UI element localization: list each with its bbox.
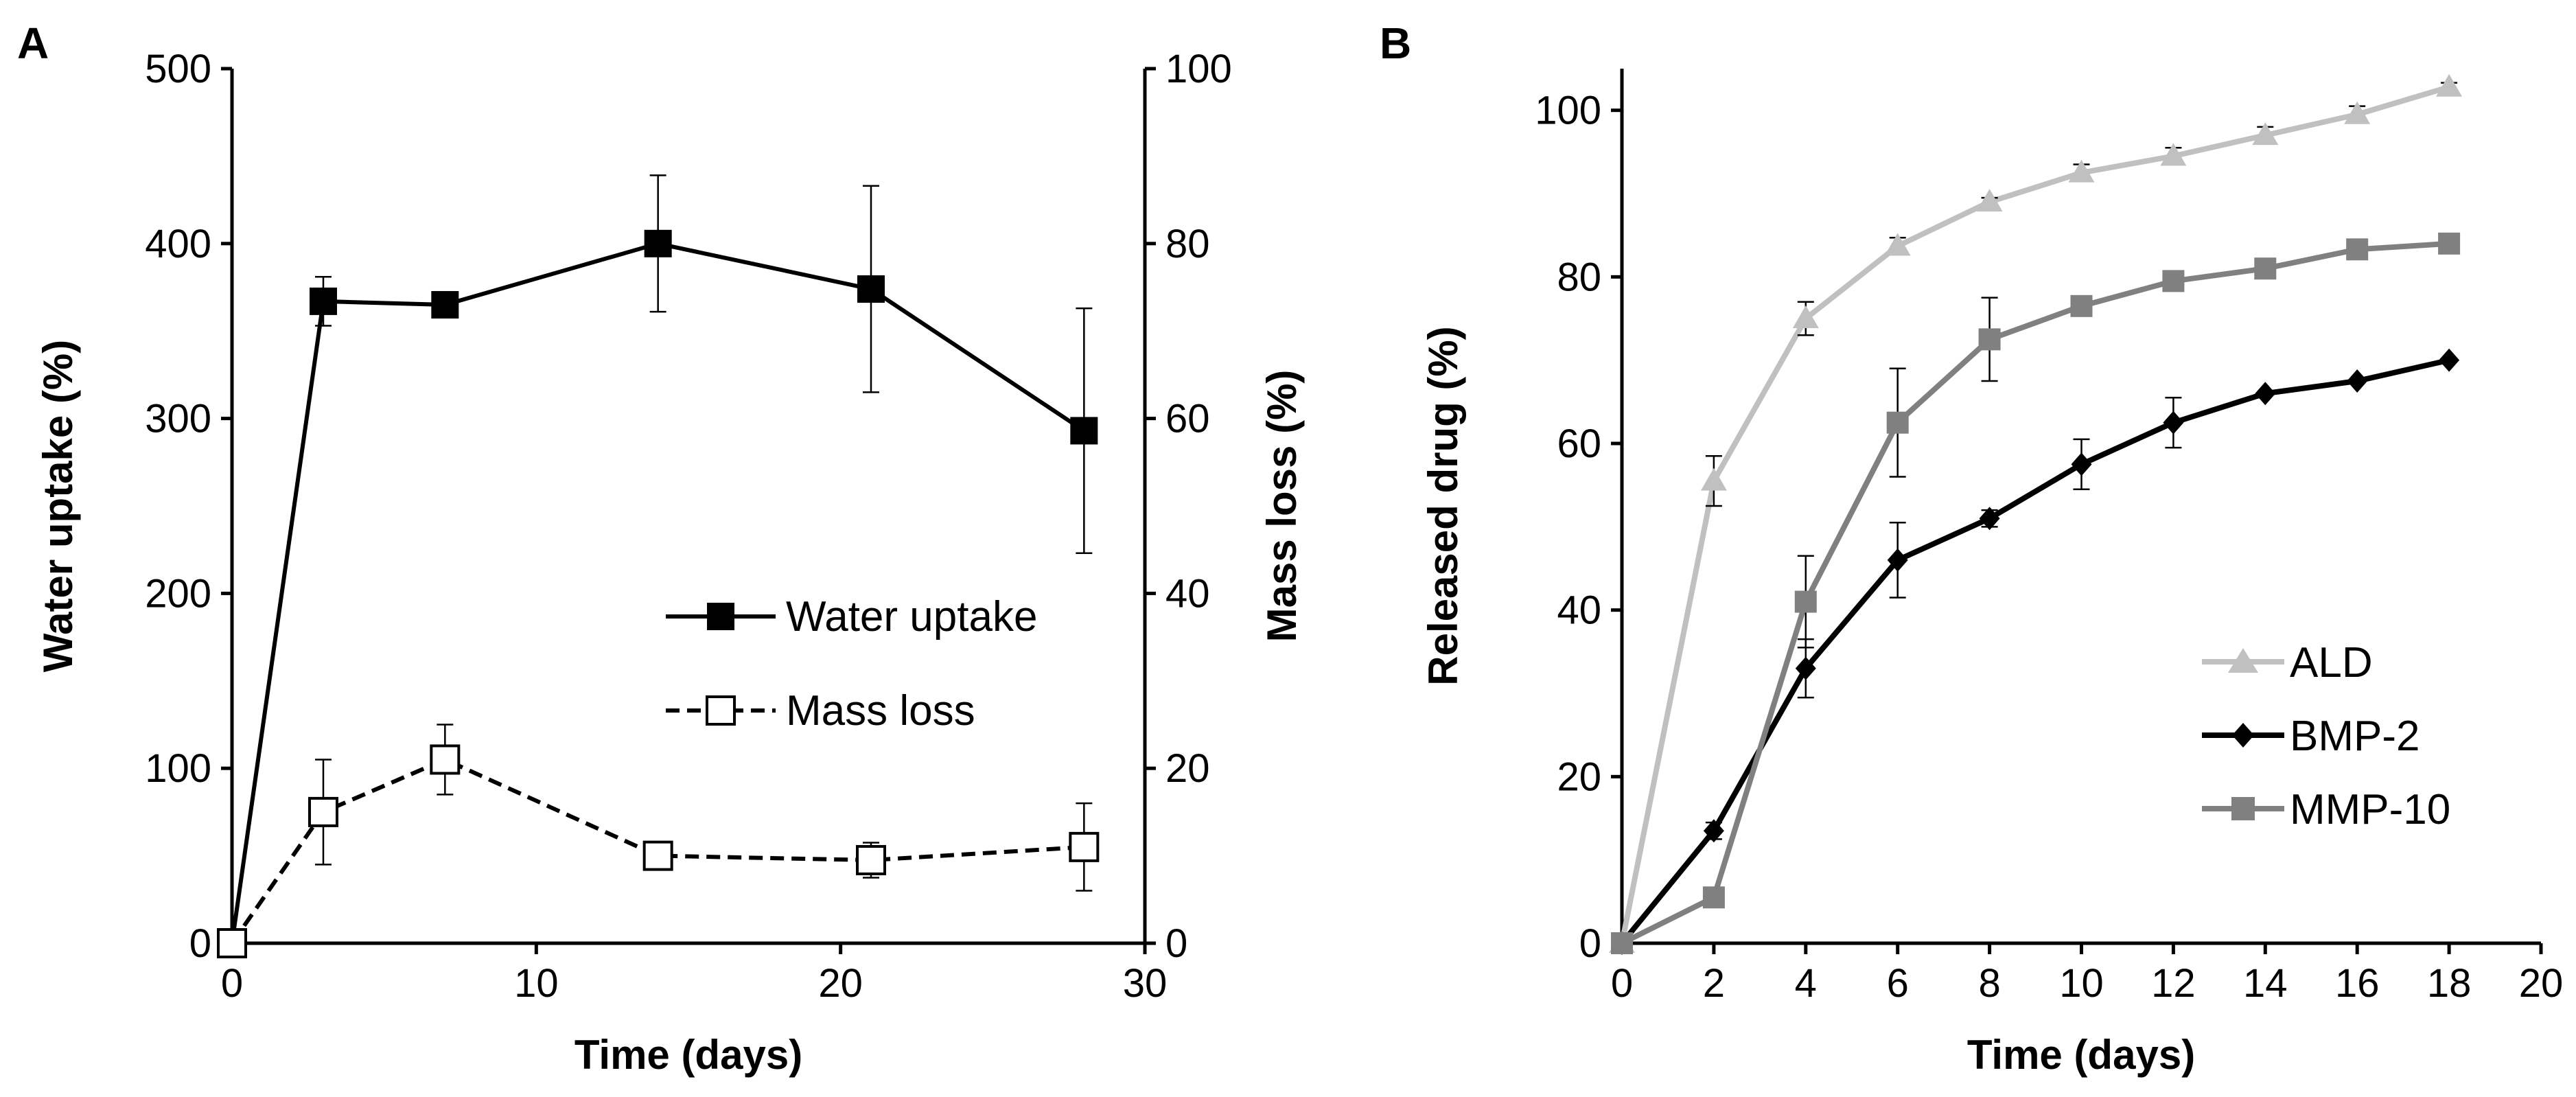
bmp-2-point — [1703, 819, 1724, 843]
panel-a-x-axis-label: Time (days) — [575, 1032, 802, 1078]
mass-loss-series-line — [230, 757, 1084, 945]
panel-b-x-tick-label: 14 — [2243, 961, 2288, 1006]
panel-a-y2-tick-label: 100 — [1165, 47, 1232, 91]
mmp-10-point — [1702, 886, 1725, 909]
panel-a-y2-tick-label: 80 — [1165, 222, 1210, 266]
panel-a-x-tick-label: 0 — [221, 961, 243, 1006]
panel-a-y2-tick-label: 40 — [1165, 571, 1210, 616]
panel-b-y-tick-label: 80 — [1557, 255, 1601, 299]
water-uptake-point — [1070, 417, 1098, 445]
panel-b-x-tick-label: 12 — [2151, 961, 2196, 1006]
panel-a-y2-axis-label: Mass loss (%) — [1259, 370, 1305, 643]
panel-a-y-tick-label: 500 — [145, 47, 211, 91]
ald-point — [2160, 143, 2187, 166]
legend-mmp10-marker — [2231, 797, 2255, 820]
panel-b-x-tick-label: 16 — [2335, 961, 2380, 1006]
panel-b-y-axis-label: Released drug (%) — [1420, 326, 1466, 685]
panel-b-letter: B — [1380, 19, 1411, 68]
legend-mmp10-label: MMP-10 — [2290, 786, 2450, 833]
panel-b-x-tick-label: 20 — [2519, 961, 2564, 1006]
panel-a-y-tick-label: 300 — [145, 397, 211, 441]
mmp-10-point — [1978, 328, 2001, 351]
mmp-10-point — [1886, 411, 1909, 434]
panel-a-x-tick-label: 30 — [1123, 961, 1168, 1006]
panel-b-chart: B Released drug (%) Time (days) 0 2 4 6 8 10 1… — [1380, 19, 2563, 1078]
legend-bmp2-marker — [2232, 723, 2254, 748]
mmp-10-point — [1794, 590, 1817, 613]
mmp-10-point — [2438, 232, 2461, 255]
bmp-2-point — [2163, 411, 2184, 435]
mass-loss-point — [308, 796, 338, 827]
legend-bmp2-label: BMP-2 — [2290, 713, 2420, 760]
legend-mass-loss-label: Mass loss — [786, 687, 975, 735]
mmp-10-point — [2070, 295, 2093, 317]
panel-a-y-tick-label: 200 — [145, 571, 211, 616]
ald-series-line — [1619, 84, 2450, 944]
bmp-2-point — [1887, 548, 1908, 572]
water-uptake-series-line — [230, 241, 1085, 944]
panel-b-x-tick-label: 8 — [1978, 961, 2000, 1006]
mmp-10-series-line — [1621, 240, 2450, 946]
panel-b-x-axis-label: Time (days) — [1967, 1032, 2195, 1078]
ald-point — [1700, 467, 1727, 491]
mmp-10-point — [2346, 238, 2369, 261]
bmp-2-point — [2255, 382, 2276, 406]
panel-b-y-tick-label: 0 — [1579, 921, 1601, 966]
panel-a-legend: Water uptake Mass loss — [666, 593, 1037, 735]
panel-b-x-tick-label: 18 — [2427, 961, 2472, 1006]
mmp-10-point — [2162, 270, 2185, 292]
panel-a-y2-tick-label: 60 — [1165, 397, 1210, 441]
bmp-2-point — [1979, 507, 2000, 531]
panel-b-x-tick-label: 4 — [1795, 961, 1817, 1006]
panel-b-legend: ALD BMP-2 MMP-10 — [2202, 639, 2450, 833]
ald-point — [1884, 233, 1911, 256]
bmp-2-point — [1795, 656, 1816, 680]
panel-b-y-tick-label: 60 — [1557, 422, 1601, 466]
legend-mass-loss-marker — [706, 695, 736, 726]
legend-water-uptake-label: Water uptake — [786, 593, 1037, 640]
mass-loss-point — [856, 844, 886, 875]
panel-b-y-tick-label: 20 — [1557, 754, 1601, 799]
panel-a-y-tick-label: 400 — [145, 222, 211, 266]
panel-a-x-tick-label: 20 — [818, 961, 863, 1006]
panel-a-y2-tick-label: 0 — [1165, 921, 1187, 966]
panel-a-y-axis-label: Water uptake (%) — [35, 340, 81, 673]
water-uptake-point — [644, 229, 672, 257]
ald-point — [1792, 305, 1819, 328]
mass-loss-point — [642, 840, 673, 871]
mmp-10-point — [2254, 257, 2277, 280]
legend-ald-label: ALD — [2290, 639, 2373, 686]
panel-a-y-tick-label: 0 — [189, 921, 211, 966]
panel-a-x-tick-label: 10 — [514, 961, 559, 1006]
panel-b-x-tick-label: 10 — [2059, 961, 2104, 1006]
panel-b-y-tick-label: 100 — [1535, 89, 1601, 133]
water-uptake-point — [310, 287, 337, 315]
bmp-2-point — [2439, 348, 2460, 372]
legend-ald-marker — [2228, 648, 2258, 673]
ald-point — [2344, 101, 2371, 124]
panel-b-x-tick-label: 2 — [1703, 961, 1725, 1006]
panel-a-y2-tick-label: 20 — [1165, 746, 1210, 791]
water-uptake-point — [431, 290, 459, 319]
mass-loss-point — [1069, 831, 1100, 862]
ald-point — [1976, 189, 2003, 212]
mass-loss-point — [217, 928, 247, 958]
bmp-2-point — [2347, 369, 2368, 393]
ald-point — [2068, 159, 2095, 183]
panel-b-y-tick-label: 40 — [1557, 588, 1601, 633]
water-uptake-point — [857, 275, 885, 303]
ald-point — [2252, 122, 2279, 146]
mmp-10-point — [1611, 932, 1633, 954]
bmp-2-point — [2071, 452, 2092, 476]
mass-loss-point — [430, 744, 461, 775]
panel-a-letter: A — [17, 19, 49, 68]
legend-water-uptake-marker — [707, 603, 734, 630]
panel-a-y-tick-label: 100 — [145, 746, 211, 791]
panel-a-chart: A Water uptake (%) Mass loss (%) Time (d… — [17, 19, 1305, 1078]
ald-point — [2436, 73, 2463, 97]
panel-b-x-tick-label: 6 — [1887, 961, 1909, 1006]
panel-b-x-tick-label: 0 — [1611, 961, 1633, 1006]
